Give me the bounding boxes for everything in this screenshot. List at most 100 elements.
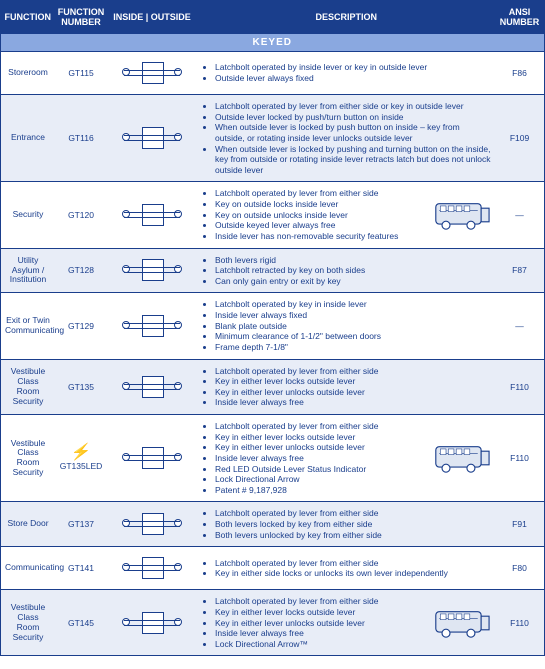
description-item: Key in either lever locks outside lever — [215, 376, 492, 387]
cell-description: Both levers rigidLatchbolt retracted by … — [197, 248, 496, 293]
description-list: Latchbolt operated by lever from either … — [201, 101, 492, 175]
cell-description: Latchbolt operated by lever from either … — [197, 415, 496, 502]
cell-ansi-number: — — [496, 293, 544, 359]
cell-ansi-number: F109 — [496, 95, 544, 182]
lock-diagram-icon — [124, 608, 180, 636]
description-item: Both levers unlocked by key from either … — [215, 530, 492, 541]
description-item: Key in either lever locks outside lever — [215, 432, 428, 443]
description-list: Latchbolt operated by key in inside leve… — [201, 299, 492, 352]
cell-function-number: GT115 — [55, 52, 107, 95]
lock-diagram-icon — [124, 372, 180, 400]
cell-description: Latchbolt operated by key in inside leve… — [197, 293, 496, 359]
description-item: Inside lever always free — [215, 628, 428, 639]
cell-description: Latchbolt operated by inside lever or ke… — [197, 52, 496, 95]
school-bus-icon — [434, 198, 492, 232]
description-item: Key on outside unlocks inside lever — [215, 210, 428, 221]
cell-function: Entrance — [1, 95, 55, 182]
description-item: Outside lever locked by push/turn button… — [215, 112, 492, 123]
description-list: Latchbolt operated by lever from either … — [201, 558, 492, 579]
description-item: Latchbolt operated by lever from either … — [215, 366, 492, 377]
cell-function: Storeroom — [1, 52, 55, 95]
cell-description: Latchbolt operated by lever from either … — [197, 590, 496, 656]
cell-function: Utility Asylum / Institution — [1, 248, 55, 293]
description-item: Latchbolt operated by lever from either … — [215, 101, 492, 112]
lock-diagram-icon — [124, 443, 180, 471]
cell-function: Vestibule Class Room Security — [1, 590, 55, 656]
lock-diagram-icon — [124, 200, 180, 228]
cell-ansi-number: F110 — [496, 590, 544, 656]
cell-inside-outside — [107, 182, 197, 248]
description-item: Both levers rigid — [215, 255, 492, 266]
cell-description: Latchbolt operated by lever from either … — [197, 95, 496, 182]
cell-function-number: GT128 — [55, 248, 107, 293]
description-item: Latchbolt operated by lever from either … — [215, 558, 492, 569]
description-item: Outside lever always fixed — [215, 73, 492, 84]
description-item: When outside lever is locked by push but… — [215, 122, 492, 143]
description-list: Latchbolt operated by lever from either … — [201, 188, 428, 241]
description-item: Both levers locked by key from either si… — [215, 519, 492, 530]
cell-ansi-number: — — [496, 182, 544, 248]
lock-diagram-icon — [124, 509, 180, 537]
lock-diagram-icon — [124, 123, 180, 151]
description-item: Frame depth 7-1/8" — [215, 342, 492, 353]
cell-description: Latchbolt operated by lever from either … — [197, 502, 496, 547]
cell-function: Communicating — [1, 547, 55, 590]
table-body: KEYED StoreroomGT115 Latchbolt operated b… — [1, 34, 544, 656]
cell-function-number: GT145 — [55, 590, 107, 656]
table: FUNCTION FUNCTION NUMBER INSIDE | OUTSID… — [1, 1, 544, 655]
school-bus-icon — [434, 606, 492, 640]
description-item: Patent # 9,187,928 — [215, 485, 428, 496]
table-row: Vestibule Class Room SecurityGT145 Latchb… — [1, 590, 544, 656]
table-row: SecurityGT120Latchbolt operated by lever… — [1, 182, 544, 248]
description-list: Latchbolt operated by lever from either … — [201, 596, 428, 649]
cell-ansi-number: F87 — [496, 248, 544, 293]
cell-inside-outside — [107, 95, 197, 182]
cell-function: Vestibule Class Room Security — [1, 415, 55, 502]
description-item: Latchbolt operated by lever from either … — [215, 596, 428, 607]
cell-function: Security — [1, 182, 55, 248]
description-item: Key on outside locks inside lever — [215, 199, 428, 210]
table-row: Vestibule Class Room Security⚡GT135LEDLa… — [1, 415, 544, 502]
lock-diagram-icon — [124, 58, 180, 86]
table-row: Utility Asylum / InstitutionGT128 Both le… — [1, 248, 544, 293]
cell-inside-outside — [107, 590, 197, 656]
cell-inside-outside — [107, 502, 197, 547]
description-item: Latchbolt operated by lever from either … — [215, 188, 428, 199]
cell-inside-outside — [107, 248, 197, 293]
lock-function-table: FUNCTION FUNCTION NUMBER INSIDE | OUTSID… — [0, 0, 545, 656]
cell-description: Latchbolt operated by lever from either … — [197, 359, 496, 415]
cell-function-number: GT137 — [55, 502, 107, 547]
cell-ansi-number: F80 — [496, 547, 544, 590]
cell-description: Latchbolt operated by lever from either … — [197, 547, 496, 590]
lightning-bolt-icon: ⚡ — [70, 445, 93, 461]
table-row: EntranceGT116Latchbolt operated by lever… — [1, 95, 544, 182]
cell-ansi-number: F86 — [496, 52, 544, 95]
cell-function: Store Door — [1, 502, 55, 547]
description-item: Can only gain entry or exit by key — [215, 276, 492, 287]
description-item: Key in either side locks or unlocks its … — [215, 568, 492, 579]
header-function-number: FUNCTION NUMBER — [55, 1, 107, 34]
description-list: Latchbolt operated by lever from either … — [201, 421, 428, 495]
description-item: Latchbolt operated by inside lever or ke… — [215, 62, 492, 73]
cell-inside-outside — [107, 52, 197, 95]
description-item: Inside lever has non-removable security … — [215, 231, 428, 242]
section-label: KEYED — [1, 34, 544, 52]
cell-inside-outside — [107, 547, 197, 590]
description-item: Inside lever always free — [215, 453, 428, 464]
description-list: Latchbolt operated by lever from either … — [201, 508, 492, 540]
table-header: FUNCTION FUNCTION NUMBER INSIDE | OUTSID… — [1, 1, 544, 34]
cell-inside-outside — [107, 415, 197, 502]
description-item: Key in either lever unlocks outside leve… — [215, 442, 428, 453]
lock-diagram-icon — [124, 311, 180, 339]
description-item: Blank plate outside — [215, 321, 492, 332]
description-item: Latchbolt operated by key in inside leve… — [215, 299, 492, 310]
section-row: KEYED — [1, 34, 544, 52]
description-item: Inside lever always fixed — [215, 310, 492, 321]
header-inside-outside: INSIDE | OUTSIDE — [107, 1, 197, 34]
description-list: Both levers rigidLatchbolt retracted by … — [201, 255, 492, 287]
description-item: Key in either lever unlocks outside leve… — [215, 387, 492, 398]
description-item: Minimum clearance of 1-1/2" between door… — [215, 331, 492, 342]
description-item: Latchbolt retracted by key on both sides — [215, 265, 492, 276]
table-row: Vestibule Class Room SecurityGT135Latchb… — [1, 359, 544, 415]
description-item: Outside keyed lever always free — [215, 220, 428, 231]
